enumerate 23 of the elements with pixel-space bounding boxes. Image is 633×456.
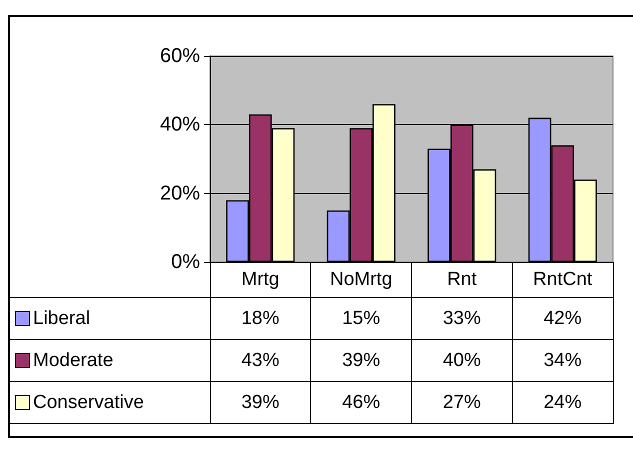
- x-tick-label: Rnt: [412, 262, 512, 298]
- x-tick-label: Mrtg: [210, 262, 311, 298]
- data-label: 43%: [210, 340, 311, 382]
- y-tick-label: 60%: [160, 45, 200, 67]
- y-tick-label: 40%: [160, 114, 200, 136]
- data-label: 24%: [512, 382, 613, 424]
- data-label: 39%: [210, 382, 311, 424]
- legend-label: Moderate: [8, 340, 210, 382]
- y-tick-label: 20%: [160, 182, 200, 204]
- x-tick-label: RntCnt: [512, 262, 613, 298]
- legend-label: Liberal: [8, 298, 210, 340]
- y-tick-label: 0%: [171, 251, 200, 273]
- data-label: 27%: [412, 382, 512, 424]
- data-label: 33%: [412, 298, 512, 340]
- x-tick-label: NoMrtg: [310, 262, 412, 298]
- legend-label: Conservative: [8, 382, 210, 424]
- data-label: 40%: [412, 340, 512, 382]
- data-label: 18%: [210, 298, 311, 340]
- data-label: 46%: [310, 382, 412, 424]
- data-label: 15%: [310, 298, 412, 340]
- data-label: 42%: [512, 298, 613, 340]
- data-label: 39%: [310, 340, 412, 382]
- data-label: 34%: [512, 340, 613, 382]
